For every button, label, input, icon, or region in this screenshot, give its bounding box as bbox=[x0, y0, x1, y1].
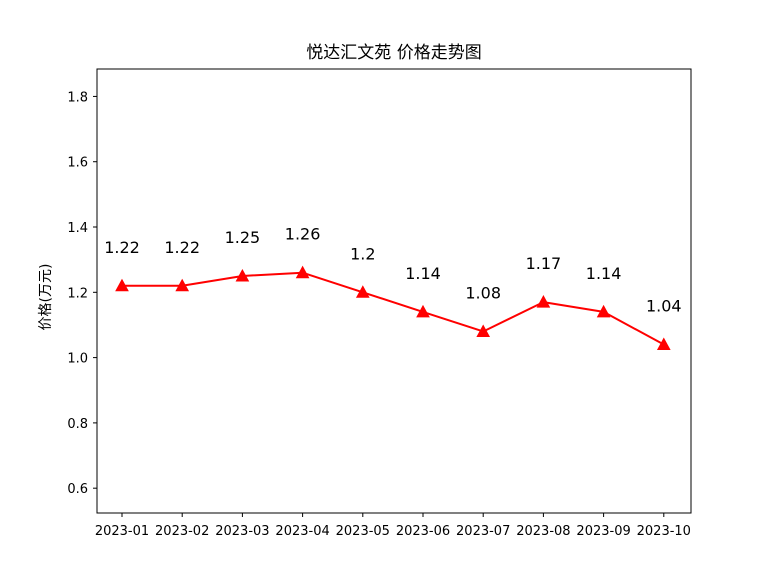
y-tick-label: 1.2 bbox=[67, 286, 88, 301]
data-label: 1.22 bbox=[164, 238, 200, 257]
data-point-marker bbox=[295, 265, 310, 279]
y-tick-label: 1.6 bbox=[67, 156, 88, 171]
data-point-marker bbox=[115, 278, 129, 292]
data-label: 1.17 bbox=[526, 254, 562, 273]
x-tick-label: 2023-04 bbox=[275, 524, 329, 539]
y-tick-label: 1.0 bbox=[67, 352, 88, 367]
x-tick-label: 2023-10 bbox=[637, 524, 691, 539]
chart-title: 悦达汇文苑 价格走势图 bbox=[306, 43, 481, 63]
x-tick-label: 2023-01 bbox=[95, 524, 149, 539]
data-label: 1.26 bbox=[285, 225, 321, 244]
x-tick-label: 2023-07 bbox=[456, 524, 510, 539]
data-point-marker bbox=[656, 337, 671, 351]
data-point-marker bbox=[596, 304, 611, 318]
y-tick-label: 1.4 bbox=[67, 221, 88, 236]
x-tick-label: 2023-09 bbox=[576, 524, 630, 539]
series-line bbox=[122, 271, 665, 346]
x-tick-label: 2023-06 bbox=[396, 524, 450, 539]
data-label: 1.14 bbox=[586, 264, 622, 283]
data-label: 1.22 bbox=[104, 238, 140, 257]
data-label: 1.08 bbox=[465, 283, 501, 302]
x-tick-label: 2023-03 bbox=[215, 524, 269, 539]
x-tick-label: 2023-05 bbox=[336, 524, 390, 539]
y-axis-label: 价格(万元) bbox=[38, 264, 54, 331]
data-label: 1.2 bbox=[350, 244, 375, 263]
data-point-marker bbox=[175, 278, 190, 292]
data-label: 1.04 bbox=[646, 297, 682, 316]
y-tick-label: 0.8 bbox=[67, 417, 88, 432]
data-point-marker bbox=[536, 295, 551, 308]
y-tick-label: 1.8 bbox=[67, 90, 88, 105]
axes-layer: 0.6 0.8 1.0 1.2 1.4 1.6 1.8 2023-01 2023-02 2023-… bbox=[67, 90, 691, 539]
plot-frame bbox=[96, 68, 692, 514]
data-label: 1.14 bbox=[405, 264, 441, 283]
data-point-marker bbox=[416, 304, 430, 318]
x-tick-label: 2023-02 bbox=[155, 524, 209, 539]
series-layer bbox=[115, 265, 671, 351]
data-point-marker bbox=[235, 268, 250, 282]
data-label: 1.25 bbox=[225, 228, 261, 247]
data-point-marker bbox=[476, 324, 491, 337]
x-tick-label: 2023-08 bbox=[516, 524, 570, 539]
y-tick-label: 0.6 bbox=[67, 482, 88, 497]
data-labels-layer: 1.22 1.22 1.25 1.26 1.2 1.14 1.08 1.17 1.14 1.04 bbox=[104, 225, 681, 316]
data-point-marker bbox=[355, 285, 370, 298]
